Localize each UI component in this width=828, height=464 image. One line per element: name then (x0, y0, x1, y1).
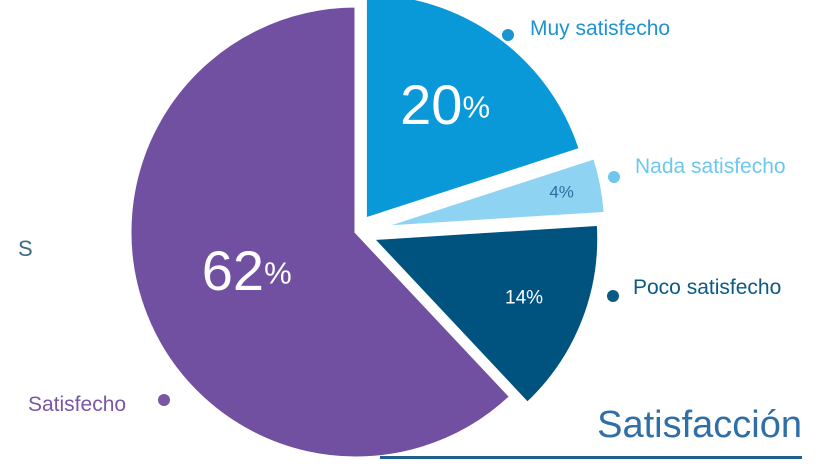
percent-sign: % (462, 90, 490, 125)
percent-sign: % (264, 255, 292, 290)
legend-dot-satisfecho (158, 394, 170, 406)
legend-dot-muy-satisfecho (502, 29, 514, 41)
pie-slice-muy-satisfecho (363, 0, 583, 222)
legend-dot-nada-satisfecho (608, 171, 620, 183)
legend-dot-poco-satisfecho (607, 290, 619, 302)
legend-label-muy-satisfecho: Muy satisfecho (530, 17, 671, 40)
slice-value-label-poco-satisfecho: 14% (505, 288, 543, 309)
pie-slices (128, 0, 607, 460)
pie-slice-satisfecho (128, 4, 513, 460)
pie-slice-nada-satisfecho (379, 155, 607, 230)
legend-label-satisfecho: Satisfecho (28, 393, 127, 416)
title-underline (380, 456, 802, 459)
chart-title: Satisfacción (597, 404, 802, 446)
slice-value-label-nada-satisfecho: 4% (549, 182, 574, 201)
legend-label-poco-satisfecho: Poco satisfecho (633, 276, 782, 299)
cropped-side-label: S (18, 236, 33, 261)
pie-slice-poco-satisfecho (369, 222, 601, 406)
legend-label-nada-satisfecho: Nada satisfecho (635, 155, 786, 178)
